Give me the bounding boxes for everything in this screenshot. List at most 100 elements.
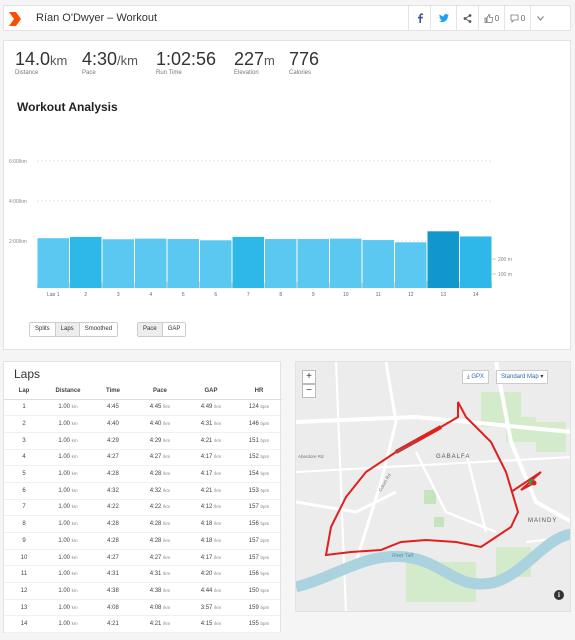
kudos-button[interactable]: 0 bbox=[478, 6, 504, 30]
lap-distance-unit: km bbox=[71, 487, 78, 493]
lap-bar[interactable] bbox=[297, 239, 330, 288]
lap-tick-label: 4 bbox=[149, 292, 152, 296]
lap-bar[interactable] bbox=[427, 231, 460, 288]
lap-distance-unit: km bbox=[71, 537, 78, 543]
lap-bar[interactable] bbox=[232, 236, 265, 288]
laps-table: Lap Distance Time Pace GAP HR 1 1.00 km 4:… bbox=[4, 384, 282, 634]
lap-hr: 150 bpm bbox=[236, 582, 282, 600]
lap-row: 7 1.00 km 4:22 4:22 /km 4:12 /km 157 bpm bbox=[4, 499, 282, 517]
river-taff bbox=[296, 528, 570, 593]
lap-hr-value: 153 bbox=[248, 487, 259, 494]
lap-number: 14 bbox=[4, 615, 44, 634]
gpx-download-button[interactable]: ⤓ GPX bbox=[462, 370, 489, 384]
lap-pace-value: 4:31 bbox=[149, 571, 162, 578]
lap-hr-value: 146 bbox=[248, 421, 259, 428]
lap-hr: 157 bpm bbox=[236, 532, 282, 550]
lap-tick-label: 5 bbox=[182, 292, 185, 296]
caret-down-icon: ▾ bbox=[540, 374, 544, 380]
toggle-gap[interactable]: GAP bbox=[162, 323, 186, 336]
lap-distance: 1.00 km bbox=[44, 565, 92, 584]
lap-time: 4:27 bbox=[92, 449, 134, 467]
lap-tick-label: 11 bbox=[376, 292, 381, 296]
lap-bar[interactable] bbox=[362, 240, 395, 288]
strava-logo-icon bbox=[9, 12, 21, 26]
lap-pace-unit: /km bbox=[163, 537, 171, 543]
lap-distance-unit: km bbox=[71, 454, 78, 460]
lap-bar[interactable] bbox=[135, 238, 167, 288]
more-options-button[interactable] bbox=[530, 6, 550, 30]
toggle-pace[interactable]: Pace bbox=[138, 323, 163, 336]
lap-hr: 157 bpm bbox=[236, 499, 282, 517]
lap-number: 5 bbox=[4, 465, 44, 483]
lap-bar[interactable] bbox=[460, 236, 492, 288]
lap-bar[interactable] bbox=[395, 242, 427, 288]
lap-gap-unit: /km bbox=[214, 421, 222, 427]
lap-bar[interactable] bbox=[37, 238, 70, 288]
lap-hr-value: 154 bbox=[248, 471, 259, 478]
stat-run-time-label: Run Time bbox=[156, 70, 182, 76]
lap-row: 2 1.00 km 4:40 4:40 /km 4:31 /km 146 bpm bbox=[4, 415, 282, 433]
lap-pace-value: 4:38 bbox=[149, 587, 162, 594]
lap-distance-unit: km bbox=[71, 504, 78, 510]
lap-distance: 1.00 km bbox=[44, 499, 92, 517]
lap-distance: 1.00 km bbox=[44, 549, 92, 567]
lap-time-value: 4:40 bbox=[107, 421, 119, 428]
lap-hr-value: 151 bbox=[248, 437, 259, 444]
lap-hr-value: 150 bbox=[248, 587, 259, 594]
map-type-select[interactable]: Standard Map ▾ bbox=[496, 370, 549, 384]
lap-distance-unit: km bbox=[71, 604, 78, 610]
lap-distance-unit: km bbox=[71, 571, 78, 577]
twitter-icon bbox=[438, 13, 449, 22]
lap-distance: 1.00 km bbox=[44, 415, 92, 433]
map-info-icon[interactable]: i bbox=[554, 590, 564, 600]
lap-gap-value: 4:15 bbox=[200, 621, 213, 628]
lap-gap-unit: /km bbox=[214, 437, 222, 443]
lap-hr: 151 bpm bbox=[236, 432, 282, 450]
zoom-out-button[interactable]: − bbox=[302, 384, 316, 398]
lap-gap-unit: /km bbox=[214, 521, 222, 527]
lap-pace-unit: /km bbox=[163, 604, 171, 610]
toggle-splits[interactable]: Splits bbox=[30, 323, 56, 336]
lap-bar[interactable] bbox=[200, 240, 232, 288]
lap-bar[interactable] bbox=[167, 239, 200, 288]
share-icon bbox=[463, 13, 472, 23]
lap-number: 10 bbox=[4, 549, 44, 567]
lap-distance: 1.00 km bbox=[44, 532, 92, 550]
lap-pace-value: 4:28 bbox=[149, 471, 162, 478]
lap-gap-value: 4:17 bbox=[200, 554, 213, 561]
lap-gap-unit: /km bbox=[214, 404, 222, 410]
lap-distance: 1.00 km bbox=[44, 582, 92, 600]
lap-bar[interactable] bbox=[102, 239, 135, 288]
comment-button[interactable]: 0 bbox=[504, 6, 530, 30]
share-button[interactable] bbox=[456, 6, 478, 30]
stat-elevation-unit: m bbox=[264, 53, 275, 68]
lap-number: 3 bbox=[4, 432, 44, 450]
lap-number-value: 3 bbox=[22, 437, 26, 444]
route-map[interactable]: GABALFA MAINDY River Taff Western Ave Ab… bbox=[295, 361, 571, 612]
lap-bar[interactable] bbox=[265, 239, 297, 288]
twitter-share-button[interactable] bbox=[430, 6, 456, 30]
lap-hr: 153 bpm bbox=[236, 482, 282, 500]
lap-number: 7 bbox=[4, 499, 44, 517]
lap-number: 12 bbox=[4, 582, 44, 600]
lap-hr-unit: bpm bbox=[260, 604, 270, 610]
lap-tick-label: 6 bbox=[214, 292, 217, 296]
lap-bar[interactable] bbox=[70, 236, 102, 288]
pace-axis-label: 2:00/km bbox=[9, 239, 27, 245]
lap-distance-value: 1.00 bbox=[58, 521, 70, 528]
lap-bar[interactable] bbox=[330, 238, 362, 288]
stat-pace-label: Pace bbox=[82, 70, 96, 76]
lap-number-value: 1 bbox=[22, 404, 26, 411]
toggle-smoothed[interactable]: Smoothed bbox=[79, 323, 118, 336]
lap-number-value: 6 bbox=[22, 487, 26, 494]
lap-distance-value: 1.00 bbox=[58, 437, 70, 444]
split-mode-toggle: Splits Laps Smoothed bbox=[29, 322, 119, 337]
lap-pace: 4:21 /km bbox=[134, 615, 186, 634]
lap-row: 11 1.00 km 4:31 4:31 /km 4:20 /km 156 bpm bbox=[4, 565, 282, 584]
toggle-laps[interactable]: Laps bbox=[55, 323, 80, 336]
facebook-share-button[interactable] bbox=[408, 6, 430, 30]
zoom-in-button[interactable]: + bbox=[302, 370, 316, 384]
col-pace: Pace bbox=[134, 384, 186, 400]
lap-pace-unit: /km bbox=[163, 487, 171, 493]
lap-row: 9 1.00 km 4:28 4:28 /km 4:18 /km 157 bpm bbox=[4, 532, 282, 550]
